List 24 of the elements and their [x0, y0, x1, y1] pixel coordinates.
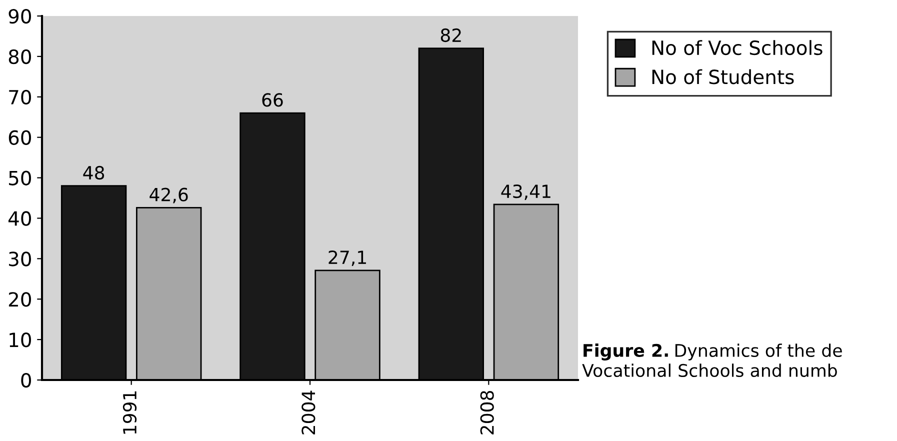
legend-label: No of Voc Schools — [652, 40, 822, 56]
data-label: 82 — [440, 28, 461, 42]
caption: Figure 2. — [584, 344, 668, 360]
text: Dynamics of the de — [675, 344, 842, 360]
data-label: 27,1 — [328, 250, 366, 266]
x-tick-label: 1991 — [122, 391, 137, 434]
x-tick-label: 2008 — [480, 390, 494, 434]
legend-label: No of Students — [652, 69, 794, 84]
data-label: 48 — [83, 166, 104, 180]
y-tick-label: 90 — [8, 8, 31, 24]
data-label: 66 — [262, 93, 283, 107]
y-tick-label: 60 — [8, 130, 31, 145]
y-tick-label: 10 — [10, 332, 31, 348]
y-tick-label: 80 — [8, 49, 31, 64]
y-tick-label: 20 — [8, 292, 31, 307]
y-tick-label: 70 — [9, 90, 31, 105]
data-label: 42,6 — [150, 188, 188, 204]
y-tick-label: 50 — [9, 170, 31, 186]
x-tick-label: 2004 — [302, 390, 316, 434]
y-tick-label: 0 — [21, 372, 31, 388]
data-label: 43,41 — [501, 184, 550, 200]
y-tick-label: 40 — [8, 211, 31, 226]
y-tick-label: 30 — [9, 252, 31, 266]
text: Vocational Schools and numb — [582, 364, 837, 378]
